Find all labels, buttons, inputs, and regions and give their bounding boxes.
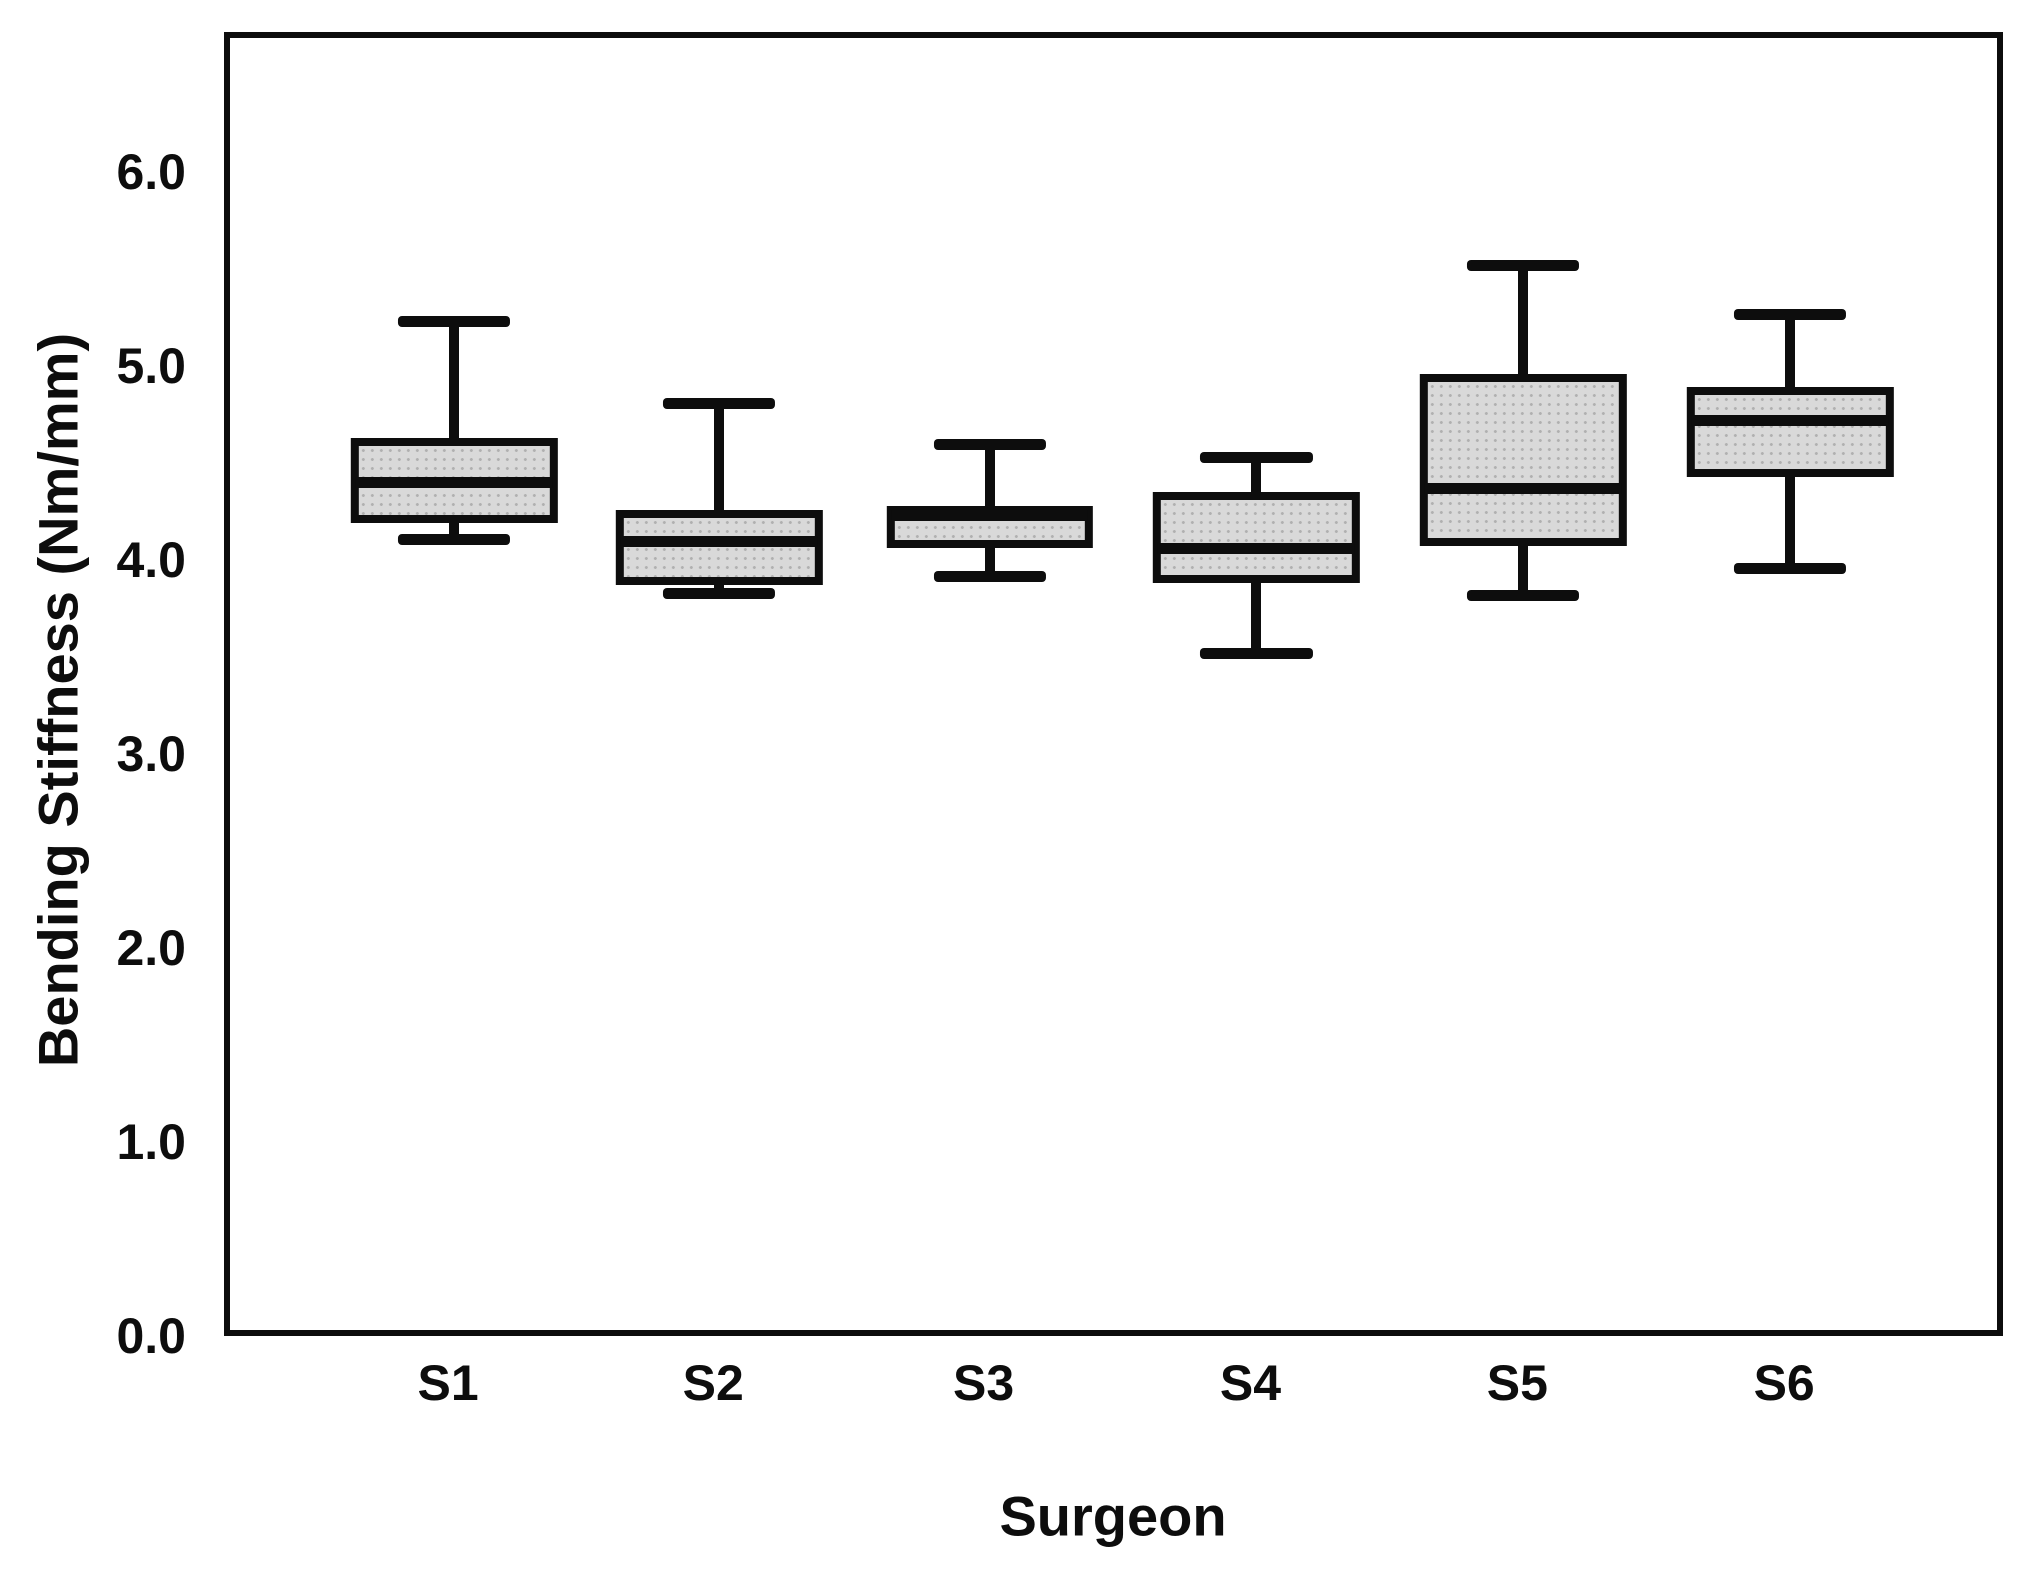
- plot-area: [224, 32, 2003, 1336]
- lower-whisker-cap-s5: [1467, 589, 1580, 601]
- lower-whisker-cap-s2: [663, 587, 776, 599]
- x-tick-label-s5: S5: [1486, 1355, 1548, 1411]
- y-tick-label-0.0: 0.0: [116, 1308, 186, 1364]
- x-axis-tick-labels: S1 S2 S3 S4 S5 S6: [224, 1354, 2003, 1434]
- y-tick-label-1.0: 1.0: [116, 1113, 186, 1170]
- lower-whisker-s1: [449, 523, 460, 539]
- median-line-s5: [1425, 483, 1622, 495]
- median-line-s3: [891, 510, 1088, 522]
- x-tick-label-s3: S3: [953, 1355, 1015, 1411]
- upper-whisker-s6: [1785, 313, 1796, 388]
- upper-whisker-s2: [714, 402, 725, 510]
- lower-whisker-cap-s4: [1200, 648, 1313, 660]
- upper-whisker-cap-s6: [1734, 308, 1847, 320]
- lower-whisker-s3: [984, 548, 995, 576]
- iqr-box-s2: [616, 509, 823, 586]
- iqr-box-s1: [350, 437, 558, 524]
- upper-whisker-cap-s2: [663, 397, 776, 409]
- upper-whisker-cap-s4: [1200, 452, 1313, 464]
- lower-whisker-cap-s1: [398, 533, 511, 545]
- iqr-box-s4: [1153, 492, 1360, 584]
- x-axis-title: Surgeon: [999, 1484, 1227, 1548]
- median-line-s2: [621, 535, 818, 547]
- y-tick-label-3.0: 3.0: [116, 725, 186, 782]
- median-line-s1: [355, 477, 553, 489]
- iqr-box-s5: [1420, 373, 1627, 547]
- y-tick-label-4.0: 4.0: [116, 531, 186, 588]
- median-line-s6: [1691, 415, 1889, 427]
- upper-whisker-s1: [449, 321, 460, 438]
- upper-whisker-cap-s5: [1467, 260, 1580, 272]
- x-tick-label-s2: S2: [682, 1355, 744, 1411]
- upper-whisker-cap-s1: [398, 316, 511, 328]
- upper-whisker-s3: [984, 443, 995, 506]
- upper-whisker-s5: [1518, 265, 1529, 374]
- iqr-box-s6: [1686, 387, 1894, 477]
- lower-whisker-s4: [1251, 583, 1262, 654]
- upper-whisker-s4: [1251, 457, 1262, 493]
- lower-whisker-cap-s3: [933, 570, 1046, 582]
- lower-whisker-s5: [1518, 546, 1529, 595]
- lower-whisker-s6: [1785, 476, 1796, 568]
- x-tick-label-s4: S4: [1219, 1355, 1282, 1411]
- median-line-s4: [1158, 543, 1355, 555]
- x-tick-label-s6: S6: [1753, 1355, 1815, 1411]
- upper-whisker-cap-s3: [933, 438, 1046, 450]
- y-tick-label-5.0: 5.0: [116, 337, 186, 394]
- y-tick-label-2.0: 2.0: [116, 919, 186, 976]
- lower-whisker-cap-s6: [1734, 562, 1847, 574]
- y-tick-label-6.0: 6.0: [116, 143, 186, 200]
- y-axis-tick-labels: 0.0 1.0 2.0 3.0 4.0 5.0 6.0: [0, 32, 200, 1364]
- x-tick-label-s1: S1: [417, 1355, 479, 1411]
